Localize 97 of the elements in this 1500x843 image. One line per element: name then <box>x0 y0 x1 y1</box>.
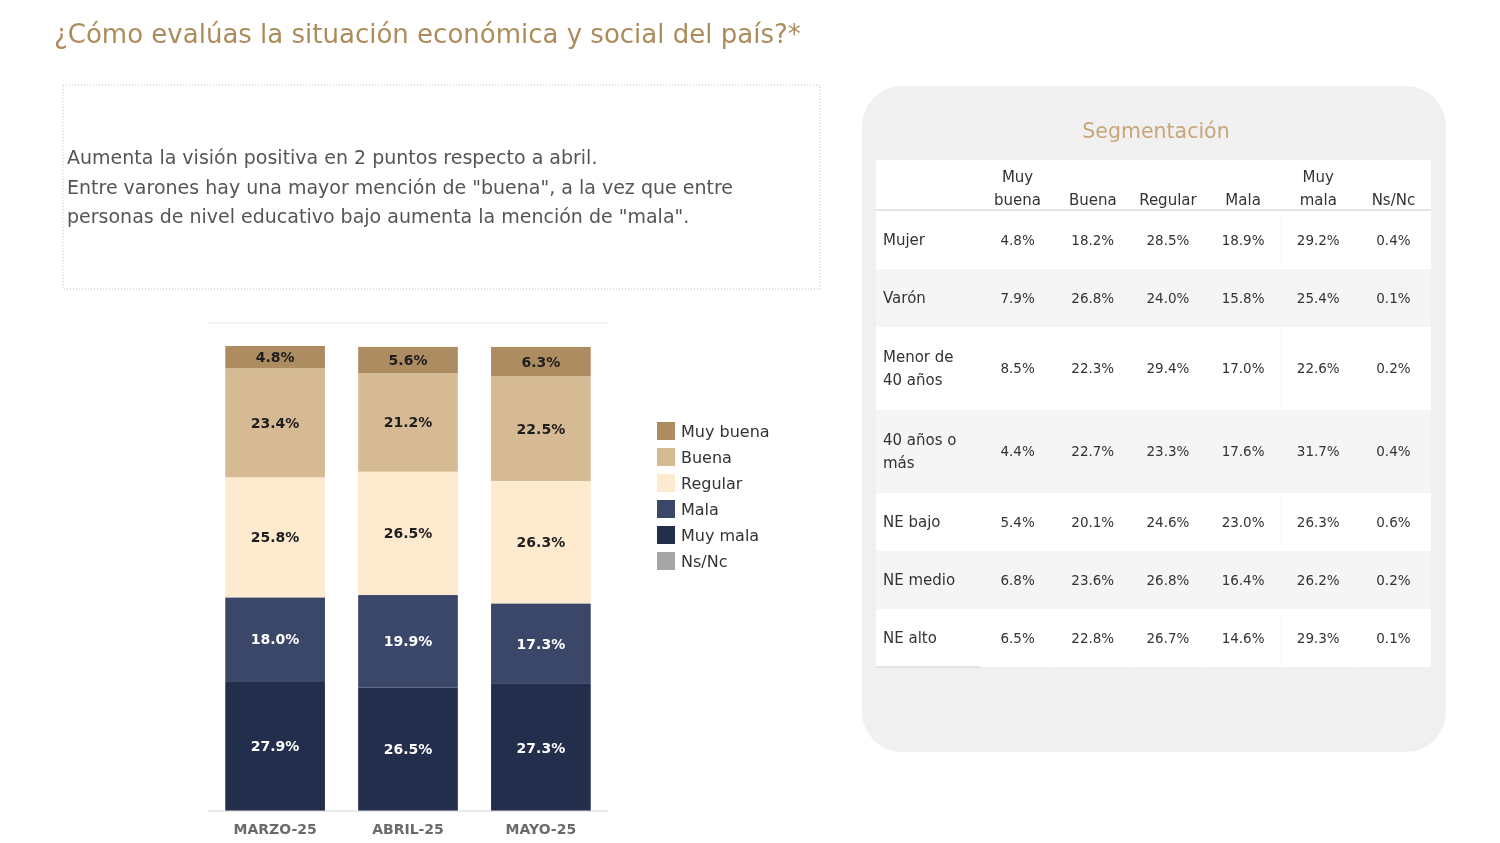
legend-label: Ns/Nc <box>681 551 728 571</box>
data-label: 16.4% <box>1221 571 1265 588</box>
data-label: 19.9% <box>383 633 433 650</box>
data-label: 25.4% <box>1296 289 1340 306</box>
data-label: 26.8% <box>1071 289 1115 306</box>
y-tick-label: Varón <box>883 289 926 308</box>
data-label: 29.3% <box>1296 629 1340 646</box>
bar <box>491 480 591 604</box>
legend-label: Mala <box>681 499 719 519</box>
data-label: 22.8% <box>1071 629 1115 646</box>
data-label: 24.6% <box>1146 513 1190 530</box>
data-label: 29.2% <box>1296 231 1340 248</box>
data-label: 0.6% <box>1376 513 1411 530</box>
bar <box>491 376 591 481</box>
data-label: 17.0% <box>1221 360 1265 377</box>
data-label: 0.4% <box>1376 231 1411 248</box>
data-label: 20.1% <box>1071 513 1115 530</box>
data-label: 0.1% <box>1376 629 1411 646</box>
text: Entre varones hay una mayor mención de "buena", a la vez que entre personas de nivel educativo bajo aumenta la mención de "mala". <box>67 175 733 228</box>
data-label: 18.2% <box>1071 231 1115 248</box>
bar <box>491 683 591 811</box>
data-label: 8.5% <box>1000 360 1035 377</box>
y-tick-label: NE alto <box>883 629 937 648</box>
x-tick-label: ABRIL-25 <box>372 821 444 837</box>
bar <box>358 595 458 688</box>
data-label: 0.2% <box>1376 571 1411 588</box>
legend-label: Muy mala <box>681 525 760 545</box>
data-label: 23.0% <box>1221 513 1265 530</box>
text: Aumenta la visión positiva en 2 puntos respecto a abril. <box>67 146 598 169</box>
y-tick-label: Mujer <box>883 231 926 250</box>
chart-title: Segmentación <box>1082 119 1230 143</box>
data-label: 23.6% <box>1071 571 1115 588</box>
bar <box>358 346 458 373</box>
data-label: 25.8% <box>250 529 300 546</box>
data-label: 26.5% <box>383 741 433 758</box>
data-label: 0.2% <box>1376 360 1411 377</box>
bar <box>225 597 325 682</box>
y-tick-label: NE medio <box>883 571 956 590</box>
data-label: 18.0% <box>250 631 300 648</box>
data-label: 0.1% <box>1376 289 1411 306</box>
data-label: 29.4% <box>1146 360 1190 377</box>
legend-label: Muy buena <box>681 421 770 441</box>
data-label: 17.6% <box>1221 443 1265 460</box>
data-label: 26.5% <box>383 525 433 542</box>
x-tick-label: MARZO-25 <box>233 821 317 837</box>
data-label: 22.7% <box>1071 443 1115 460</box>
bar <box>491 346 591 377</box>
data-label: 26.2% <box>1296 571 1340 588</box>
data-label: 31.7% <box>1296 443 1340 460</box>
data-label: 23.4% <box>250 414 300 431</box>
data-label: 6.8% <box>1000 571 1035 588</box>
data-label: 27.9% <box>250 738 300 755</box>
bar <box>358 687 458 811</box>
data-label: 4.8% <box>255 349 295 366</box>
data-label: 26.8% <box>1146 571 1190 588</box>
data-label: 22.3% <box>1071 360 1115 377</box>
data-label: 21.2% <box>383 414 433 431</box>
bar <box>358 471 458 596</box>
data-label: 15.8% <box>1221 289 1265 306</box>
y-tick-label: 40 años o más <box>883 431 957 473</box>
data-label: 5.4% <box>1000 513 1035 530</box>
data-label: 22.6% <box>1296 360 1340 377</box>
y-tick-label: Menor de 40 años <box>883 348 954 390</box>
x-tick-label: Regular <box>1139 191 1198 209</box>
data-label: 14.6% <box>1221 629 1265 646</box>
x-tick-label: Buena <box>1068 191 1117 209</box>
data-label: 22.5% <box>516 420 566 437</box>
data-label: 4.8% <box>1000 231 1035 248</box>
data-label: 7.9% <box>1000 289 1035 306</box>
data-label: 5.6% <box>388 352 428 368</box>
data-label: 23.3% <box>1146 443 1190 460</box>
data-label: 17.3% <box>516 635 566 652</box>
x-tick-label: Mala <box>1225 191 1261 209</box>
legend-label: Regular <box>681 473 743 493</box>
data-label: 6.5% <box>1000 629 1035 646</box>
y-tick-label: NE bajo <box>883 513 941 532</box>
legend-label: Buena <box>681 447 732 467</box>
data-label: 26.3% <box>1296 513 1340 530</box>
data-label: 27.3% <box>516 739 566 756</box>
data-label: 28.5% <box>1146 231 1190 248</box>
chart-title: ¿Cómo evalúas la situación económica y social del país?* <box>54 19 801 49</box>
bar <box>225 477 325 598</box>
bar <box>491 603 591 684</box>
x-tick-label: Muy mala <box>1299 168 1337 209</box>
bar <box>225 368 325 478</box>
x-tick-label: MAYO-25 <box>505 821 577 837</box>
data-label: 6.3% <box>521 353 561 370</box>
data-label: 4.4% <box>1000 443 1035 460</box>
bar <box>358 373 458 472</box>
data-label: 0.4% <box>1376 443 1411 460</box>
x-tick-label: Muy buena <box>994 168 1042 209</box>
data-label: 18.9% <box>1221 231 1265 248</box>
data-label: 26.3% <box>516 534 566 551</box>
data-label: 24.0% <box>1146 289 1190 306</box>
bar <box>225 681 325 811</box>
x-tick-label: Ns/Nc <box>1371 191 1416 209</box>
data-label: 26.7% <box>1146 629 1190 646</box>
